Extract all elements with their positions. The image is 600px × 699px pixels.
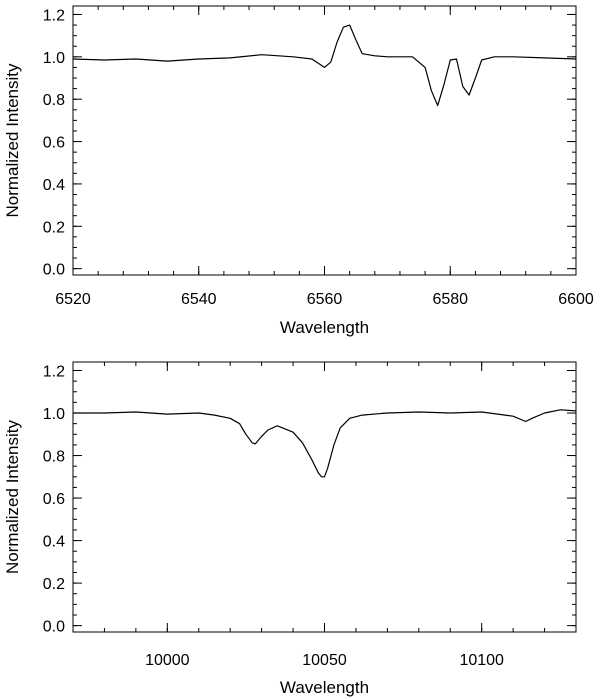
y-tick-label: 1.2: [43, 364, 65, 381]
y-tick-label: 0.8: [43, 449, 65, 466]
x-tick-label: 6520: [55, 291, 91, 308]
plot-frame: [72, 5, 577, 276]
x-axis-title: Wavelength: [280, 678, 369, 697]
plot-frame: [72, 361, 577, 633]
y-tick-label: 1.0: [43, 50, 65, 67]
y-tick-label: 0.8: [43, 92, 65, 109]
x-tick-label: 6560: [307, 291, 343, 308]
y-tick-label: 0.2: [43, 576, 65, 593]
spectrum-line: [72, 24, 577, 107]
y-tick-label: 1.0: [43, 406, 65, 423]
y-tick-label: 0.4: [43, 177, 65, 194]
spectrum-line: [73, 409, 577, 478]
y-tick-label: 0.6: [43, 135, 65, 152]
y-tick-label: 0.0: [43, 619, 65, 636]
y-tick-label: 1.2: [43, 7, 65, 24]
x-tick-label: 6540: [181, 291, 217, 308]
y-axis-title: Normalized Intensity: [3, 420, 22, 575]
y-tick-label: 0.0: [43, 262, 65, 279]
x-tick-label: 10000: [145, 652, 190, 669]
y-tick-label: 0.4: [43, 534, 65, 551]
y-tick-label: 0.2: [43, 219, 65, 236]
x-tick-label: 6600: [558, 291, 594, 308]
x-axis-title: Wavelength: [280, 318, 369, 337]
bottom-spectrum-panel: 0.0 0.2 0.4 0.6 0.8 1.0 1.2 10000 10050 10100 Wave…: [3, 361, 577, 697]
x-tick-label: 6580: [432, 291, 468, 308]
x-tick-label: 10050: [302, 652, 347, 669]
y-tick-label: 0.6: [43, 491, 65, 508]
x-tick-label: 10100: [459, 652, 504, 669]
top-spectrum-panel: 0.0 0.2 0.4 0.6 0.8 1.0 1.2 6520 6540 6560 6580 660…: [3, 5, 594, 337]
y-axis-title: Normalized Intensity: [3, 63, 22, 218]
